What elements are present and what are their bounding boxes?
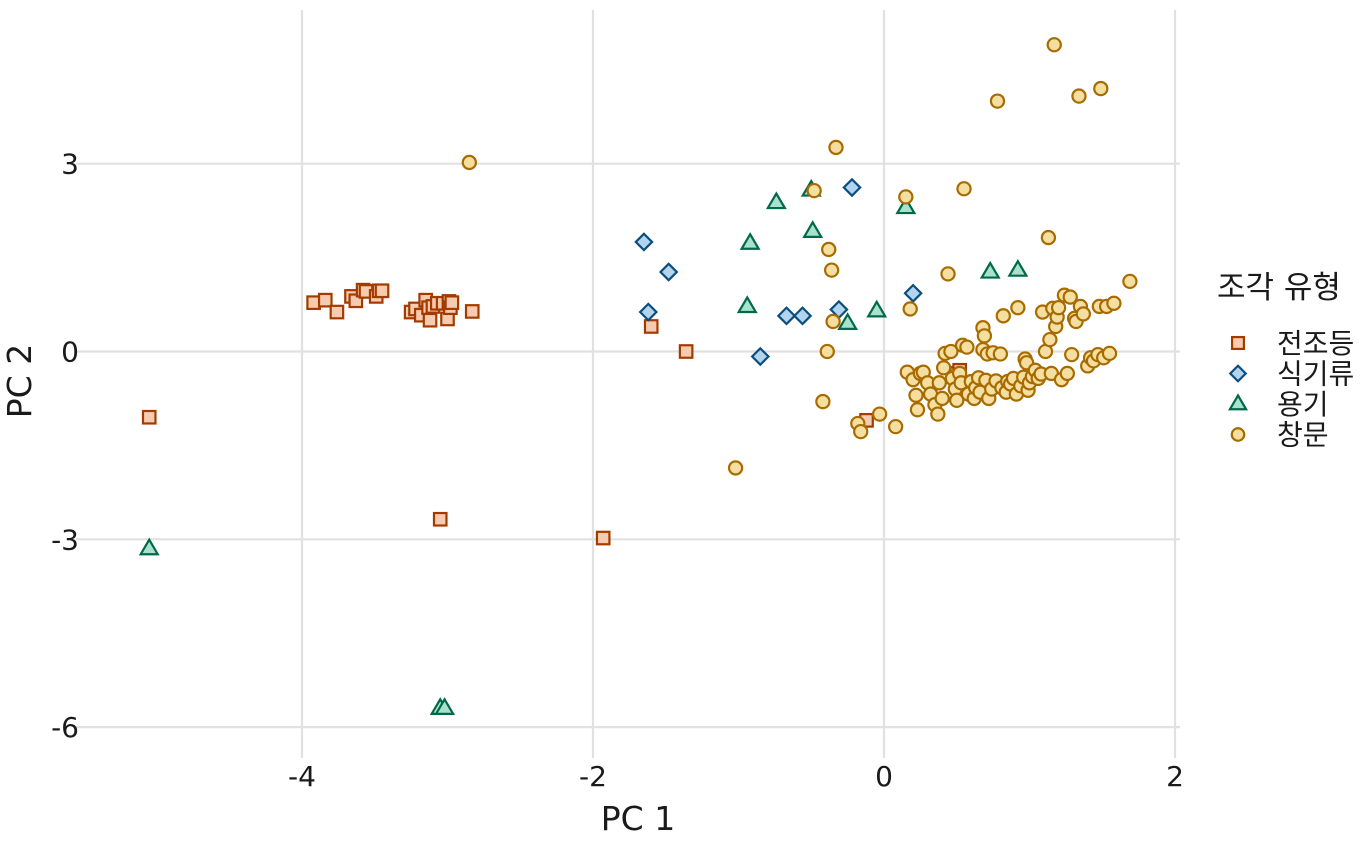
data-point: [638, 302, 659, 322]
data-point: [989, 93, 1006, 109]
data-point: [842, 177, 862, 198]
data-point: [141, 409, 157, 425]
data-point: [422, 312, 438, 328]
data-point: [1122, 273, 1138, 290]
tick-labels: -4 -2 0 2 -6 -3 0 3: [51, 148, 1184, 793]
data-point: [992, 346, 1009, 362]
data-point: [595, 530, 611, 546]
data-point: [1007, 258, 1029, 277]
data-point: [329, 304, 345, 320]
data-point: [765, 191, 787, 210]
data-point: [736, 295, 758, 314]
data-point: [1106, 295, 1122, 311]
data-point: [930, 406, 946, 422]
data-point: [461, 154, 477, 171]
legend-title: 조각 유형: [1217, 270, 1341, 306]
data-point: [1064, 346, 1080, 363]
legend-label: 전조등: [1277, 327, 1354, 360]
data-point: [1101, 345, 1118, 362]
data-point: [903, 283, 923, 303]
legend-label: 창문: [1277, 419, 1329, 452]
data-point: [776, 306, 797, 326]
data-point: [956, 181, 972, 197]
data-point: [908, 387, 924, 403]
legend-label: 식기류: [1277, 358, 1354, 391]
data-point: [739, 232, 761, 250]
data-point: [434, 697, 456, 715]
y-tick-label: -3: [51, 523, 79, 556]
data-point: [871, 406, 888, 422]
data-point: [935, 360, 952, 376]
data-point: [374, 283, 390, 299]
data-point: [643, 319, 659, 334]
data-point: [943, 343, 959, 360]
x-tick-label: -2: [579, 760, 607, 793]
data-point: [837, 312, 859, 330]
data-point: [887, 418, 904, 435]
legend-key: [1230, 335, 1246, 351]
data-point: [1071, 88, 1087, 104]
data-point: [1042, 331, 1058, 348]
data-point: [866, 299, 888, 318]
data-point: [1059, 365, 1075, 382]
data-point: [819, 343, 835, 360]
data-point: [806, 182, 822, 199]
data-point: [979, 260, 1001, 279]
grid: [76, 10, 1180, 758]
data-point: [949, 392, 965, 408]
data-point: [1010, 300, 1026, 316]
x-tick-label: 2: [1166, 760, 1184, 793]
x-axis-title: PC 1: [601, 799, 675, 838]
legend-key: [1227, 393, 1249, 411]
data-point: [1040, 229, 1057, 246]
y-axis-title: PC 2: [0, 344, 39, 418]
data-point: [444, 295, 460, 311]
data-point: [634, 232, 654, 252]
data-point: [931, 375, 947, 391]
x-tick-label: 0: [875, 760, 893, 793]
data-point: [825, 313, 841, 330]
data-point: [1093, 80, 1109, 97]
data-point: [658, 262, 679, 282]
data-point: [1046, 37, 1062, 53]
data-point: [934, 390, 950, 407]
data-point: [902, 301, 918, 317]
data-point: [1062, 289, 1078, 305]
data-point: [464, 304, 480, 319]
legend-key: [1230, 427, 1246, 442]
y-tick-label: 3: [61, 148, 79, 181]
data-point: [815, 393, 831, 410]
data-point: [317, 292, 333, 308]
data-point: [898, 189, 914, 205]
data-point: [1050, 300, 1067, 316]
data-point: [750, 346, 771, 367]
data-point: [1075, 306, 1091, 322]
data-point: [853, 423, 869, 440]
y-tick-label: 0: [61, 336, 79, 369]
data-point: [828, 139, 844, 156]
data-point: [432, 511, 448, 527]
data-point: [823, 262, 840, 278]
data-point: [678, 344, 694, 359]
data-point: [940, 266, 956, 282]
data-point: [909, 402, 926, 418]
data-point: [802, 220, 824, 238]
data-point: [976, 328, 993, 344]
data-point: [995, 308, 1011, 324]
legend-key: [1228, 364, 1248, 383]
data-point: [895, 196, 917, 215]
data-points: [138, 37, 1138, 715]
data-point: [727, 460, 744, 476]
x-tick-label: -4: [288, 760, 316, 793]
legend-label: 용기: [1277, 388, 1329, 421]
data-point: [792, 306, 813, 326]
data-point: [821, 241, 837, 258]
data-point: [138, 537, 160, 556]
y-tick-label: -6: [51, 711, 79, 744]
data-point: [959, 339, 975, 355]
